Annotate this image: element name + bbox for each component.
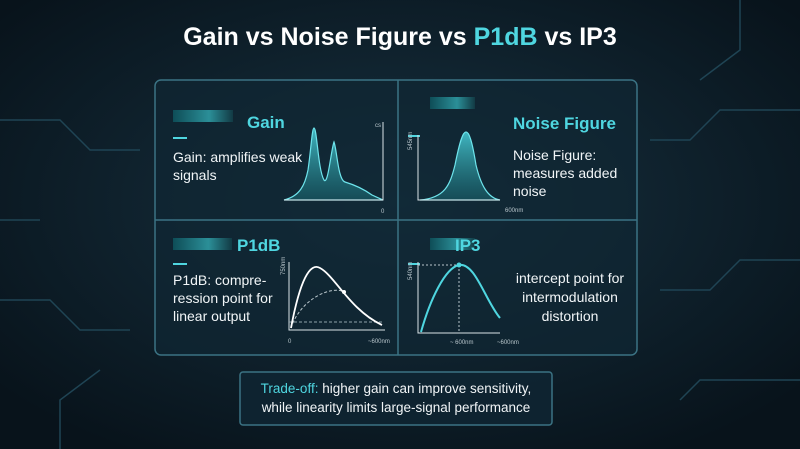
footer-highlight: Trade-off:	[261, 381, 319, 396]
linear-extrapolation	[290, 289, 346, 329]
axis	[417, 262, 500, 334]
panel-text: Noise Figure:	[513, 147, 596, 163]
axis-label: 0	[288, 339, 292, 345]
footer-line: Trade-off: higher gain can improve sensi…	[261, 381, 532, 396]
panel-text: distortion	[542, 308, 599, 324]
heading-bar	[173, 110, 233, 122]
axis-label: 0	[381, 209, 385, 215]
accent	[408, 263, 420, 265]
title-part: Gain vs Noise Figure vs	[183, 23, 473, 51]
heading-bar	[430, 238, 475, 250]
panel-text: Gain: amplifies weak	[173, 149, 303, 165]
panel-frame	[154, 79, 638, 356]
accent	[173, 137, 187, 139]
title-part: vs IP3	[538, 23, 617, 51]
panel-text: signals	[173, 167, 217, 183]
panel-text: measures added	[513, 165, 617, 181]
panel-heading: Gain	[247, 113, 285, 132]
axis	[288, 262, 385, 331]
axis-label: ~600nm	[497, 340, 519, 346]
accent	[408, 135, 420, 137]
heading-bar	[173, 238, 232, 250]
noise-curve	[419, 131, 501, 201]
panel-text: P1dB: compre-	[173, 272, 267, 288]
heading-bar	[430, 97, 475, 109]
panel-text: noise	[513, 183, 547, 199]
title: Gain vs Noise Figure vs P1dB vs IP3	[183, 23, 617, 51]
axis-label: 545nm	[408, 132, 414, 150]
axis	[417, 135, 500, 201]
footer-text: higher gain can improve sensitivity,	[318, 381, 531, 396]
footer-box	[239, 371, 553, 426]
p1db-curve	[290, 266, 383, 329]
accent	[173, 263, 187, 265]
panel-text: intercept point for	[516, 270, 625, 286]
axis-label: 750nm	[281, 257, 287, 275]
panel-text: intermodulation	[522, 289, 618, 305]
p1db-point	[342, 290, 346, 294]
axis	[284, 122, 384, 201]
ip3-point	[456, 262, 462, 268]
panel-heading: Noise Figure	[513, 114, 616, 133]
axis-label: ~ 600nm	[450, 340, 474, 346]
panel-heading: P1dB	[237, 236, 280, 255]
title-highlight: P1dB	[474, 23, 538, 51]
axis-label: ~600nm	[368, 339, 390, 345]
gain-curve	[283, 127, 384, 201]
axis-label: 540nm	[408, 262, 414, 280]
axis-label: 600nm	[505, 208, 523, 214]
panel-heading: IP3	[455, 236, 481, 255]
axis-label: cs	[375, 123, 381, 129]
panel-text: linear output	[173, 308, 250, 324]
footer-line: while linearity limits large-signal perf…	[261, 400, 531, 415]
panel-text: ression point for	[173, 290, 273, 306]
